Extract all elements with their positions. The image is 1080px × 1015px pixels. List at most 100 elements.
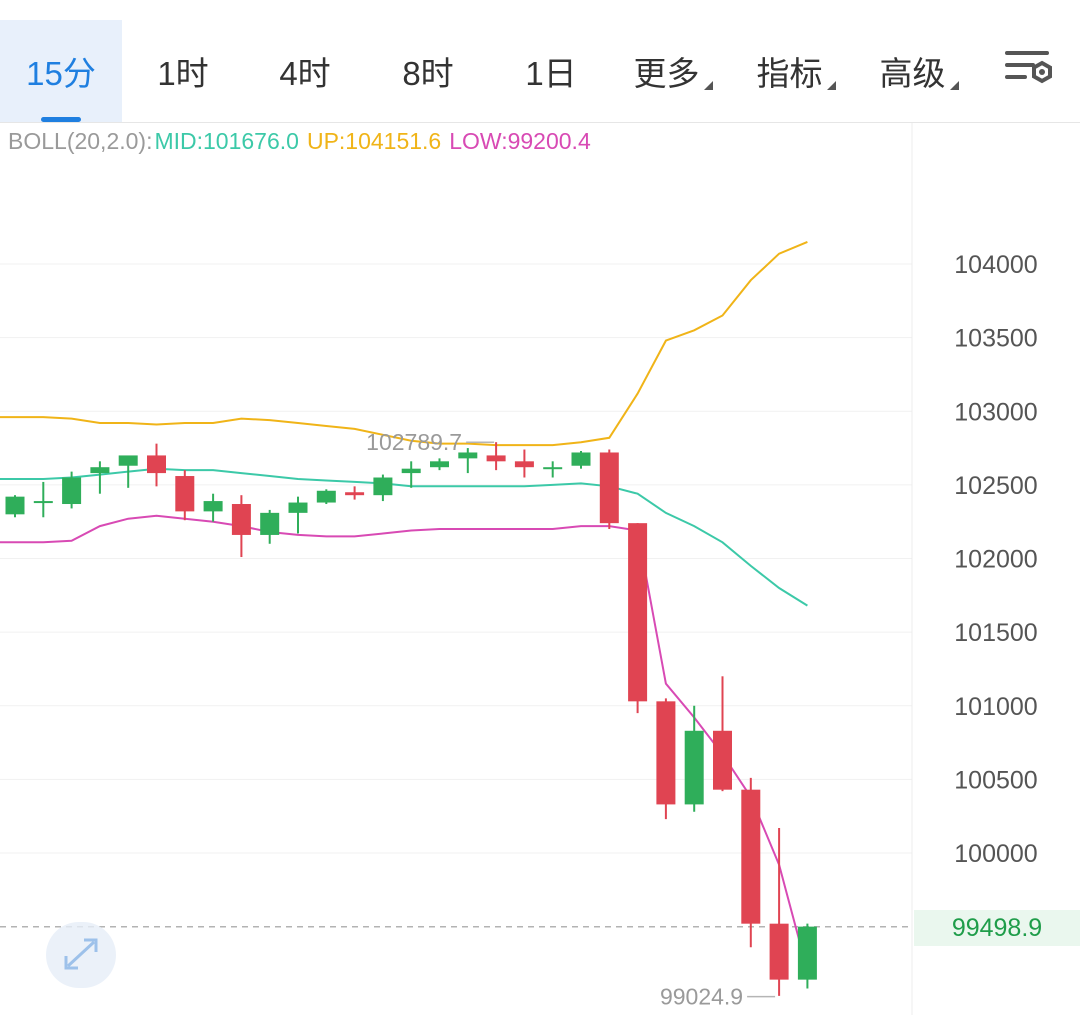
dropdown-corner-icon [703, 81, 713, 90]
candle-body [430, 461, 449, 468]
boll-legend: BOLL(20,2.0):MID:101676.0 UP:104151.6 LOW:… [8, 128, 599, 155]
tab-4[interactable]: 1日 [490, 20, 612, 122]
candle [684, 705, 704, 812]
tab-label: 15分 [26, 55, 96, 92]
candle [543, 461, 563, 478]
boll-mid-value: MID:101676.0 [154, 128, 299, 154]
candle [288, 496, 308, 534]
candle-body [373, 477, 393, 496]
candle-body [260, 512, 280, 535]
current-price-tag: 99498.9 [914, 910, 1080, 946]
candle [571, 451, 591, 469]
chart-settings-icon [1005, 51, 1052, 84]
price-tick-label: 102500 [954, 472, 1037, 500]
candle [628, 523, 648, 714]
tab-label: 4时 [279, 55, 331, 92]
boll-lower-line [0, 514, 809, 972]
candle-body [203, 501, 223, 512]
low-marker-label: 99024.9 [660, 984, 743, 1010]
boll-upper-line [0, 240, 808, 447]
candle-body [147, 455, 166, 474]
candle-body [486, 455, 506, 462]
candle [260, 509, 280, 544]
price-tick-label: 100500 [954, 766, 1037, 794]
candle-body [62, 477, 82, 505]
price-tick-label: 101000 [954, 693, 1037, 721]
candle [486, 442, 506, 471]
candle [62, 471, 82, 509]
price-axis: 104000 103500 103000 102500 102000 101500 1010… [954, 251, 1037, 868]
tab-label: 1日 [525, 55, 577, 92]
price-tick-label: 103500 [954, 325, 1037, 353]
candle [316, 489, 336, 505]
tab-7[interactable]: 高级 [858, 20, 980, 122]
tab-label: 更多 [633, 55, 700, 92]
candle [713, 676, 732, 792]
candle [118, 455, 138, 488]
candle [514, 449, 534, 478]
expand-chart-button[interactable] [46, 922, 116, 988]
tab-6[interactable]: 指标 [735, 20, 857, 122]
boll-up-value: UP:104151.6 [306, 128, 442, 154]
bollinger-bands [0, 240, 809, 972]
price-tick-label: 101500 [954, 619, 1037, 647]
candle-body [741, 789, 761, 924]
candle-body [316, 490, 336, 503]
candle-body [33, 501, 53, 504]
candle-body [175, 476, 195, 512]
candle [231, 495, 251, 558]
candle-body [118, 455, 138, 466]
candle [147, 443, 166, 487]
candle [345, 486, 365, 500]
chart-settings-button[interactable] [1000, 45, 1060, 95]
candle [741, 777, 761, 948]
tab-label: 高级 [879, 55, 946, 92]
candle-body [769, 923, 789, 980]
price-tick-label: 103000 [954, 398, 1037, 426]
candle-body [628, 523, 648, 702]
candle [430, 458, 449, 471]
candle-body [90, 467, 110, 474]
tab-3[interactable]: 8时 [367, 20, 489, 122]
tab-1[interactable]: 1时 [122, 20, 244, 122]
price-tick-label: 104000 [954, 251, 1037, 279]
candle [769, 827, 789, 996]
tab-0[interactable]: 15分 [0, 20, 122, 122]
boll-low-value: LOW:99200.4 [449, 128, 591, 154]
candle [203, 493, 223, 522]
candle-body [514, 461, 534, 468]
price-tick-label: 100000 [954, 840, 1037, 868]
candle [797, 923, 817, 989]
extreme-markers: 102789.7 99024.9 [366, 429, 776, 1010]
candle [373, 474, 393, 502]
candle [175, 470, 195, 521]
dropdown-corner-icon [826, 81, 836, 90]
tab-2[interactable]: 4时 [244, 20, 366, 122]
high-marker-label: 102789.7 [366, 429, 462, 455]
tab-label: 1时 [157, 55, 209, 92]
candle-body [345, 492, 365, 496]
candle-body [5, 496, 25, 515]
header-divider [0, 122, 1080, 123]
candle-body [797, 926, 817, 980]
candle-body [599, 452, 619, 524]
timeframe-tabs: 15分 1时 4时 8时 1日 更多 指标 高级 [0, 0, 1080, 122]
candle [33, 481, 53, 518]
boll-middle-line [0, 467, 808, 607]
boll-legend-label: BOLL(20,2.0): [8, 128, 153, 154]
candle [458, 448, 478, 474]
price-tick-label: 102000 [954, 546, 1037, 574]
candles [5, 442, 817, 996]
expand-icon [64, 938, 98, 970]
candle-body [713, 730, 732, 790]
chart-grid [0, 263, 912, 928]
tab-5[interactable]: 更多 [612, 20, 734, 122]
candle-body [401, 468, 421, 474]
candle-body [656, 701, 676, 805]
candle-body [543, 467, 563, 470]
candle [401, 461, 421, 488]
candle [599, 449, 619, 530]
dropdown-corner-icon [949, 81, 959, 90]
candle [5, 495, 25, 518]
